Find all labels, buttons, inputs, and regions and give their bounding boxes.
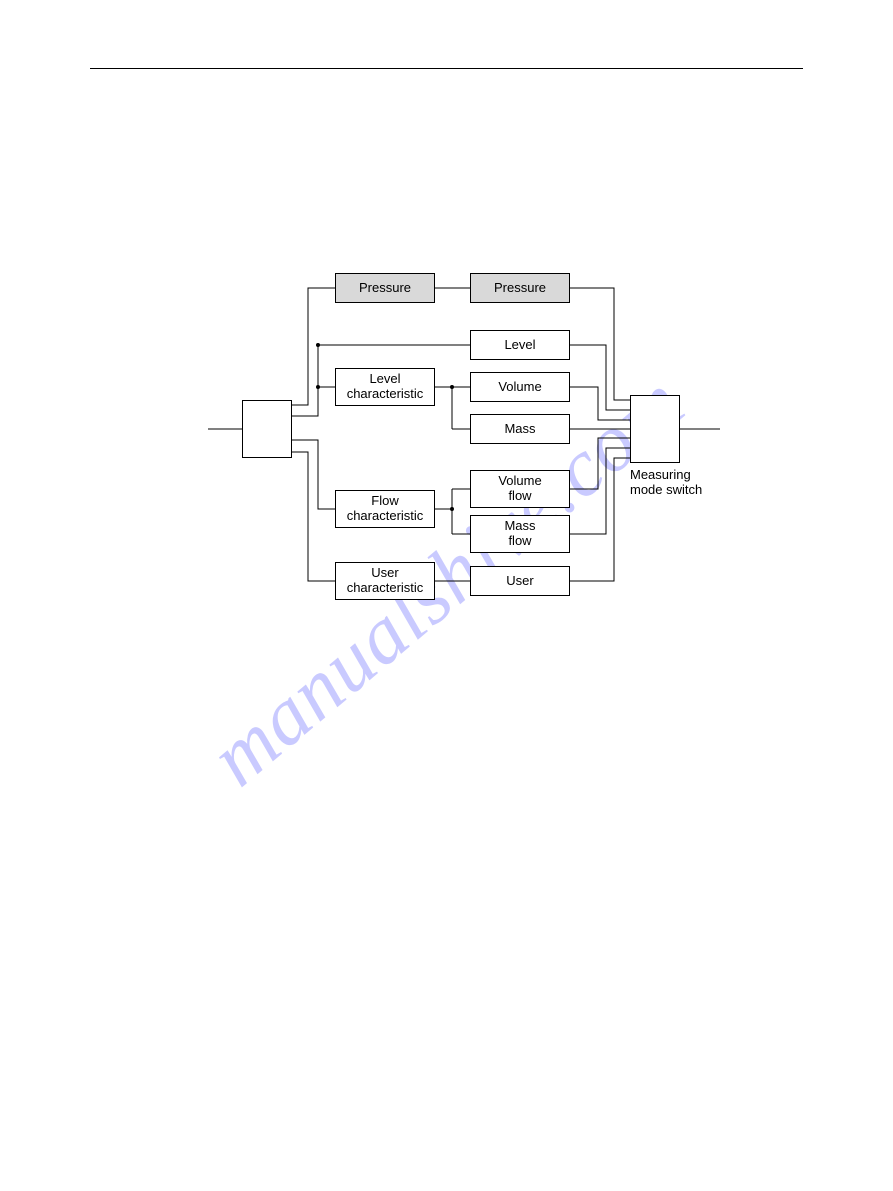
diagram-wires [0,0,893,1191]
box-mass: Mass [470,414,570,444]
box-level-characteristic: Level characteristic [335,368,435,406]
box-level: Level [470,330,570,360]
box-pressure-in: Pressure [335,273,435,303]
box-volume-flow: Volume flow [470,470,570,508]
box-volume: Volume [470,372,570,402]
box-mass-flow: Mass flow [470,515,570,553]
box-user: User [470,566,570,596]
box-user-characteristic: User characteristic [335,562,435,600]
switch-left [242,400,292,458]
switch-right [630,395,680,463]
switch-right-label: Measuring mode switch [630,468,702,498]
box-flow-characteristic: Flow characteristic [335,490,435,528]
box-pressure-out: Pressure [470,273,570,303]
diagram-canvas: manualshive.com [0,0,893,1191]
